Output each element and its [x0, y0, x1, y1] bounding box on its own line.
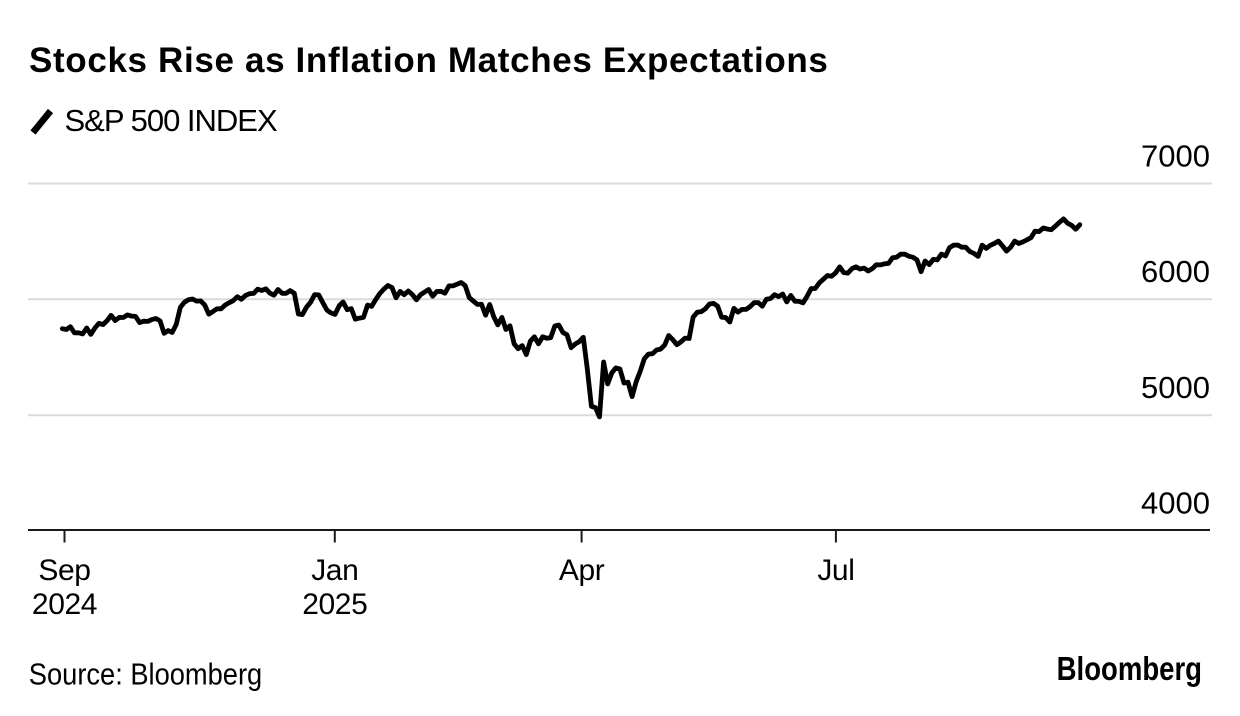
svg-text:Apr: Apr: [559, 554, 605, 587]
svg-text:Bloomberg: Bloomberg: [1057, 650, 1202, 687]
svg-text:Jul: Jul: [817, 554, 854, 587]
svg-text:6000: 6000: [1141, 254, 1210, 289]
svg-text:Source: Bloomberg: Source: Bloomberg: [29, 658, 262, 692]
svg-text:Stocks Rise as Inflation Match: Stocks Rise as Inflation Matches Expecta…: [29, 41, 829, 80]
svg-text:Sep: Sep: [38, 554, 90, 587]
svg-text:4000: 4000: [1141, 486, 1210, 521]
svg-text:Jan: Jan: [311, 554, 358, 587]
svg-text:2025: 2025: [302, 588, 367, 621]
svg-text:7000: 7000: [1141, 139, 1210, 174]
svg-text:5000: 5000: [1141, 370, 1210, 405]
svg-text:2024: 2024: [32, 588, 97, 621]
svg-text:S&P 500 INDEX: S&P 500 INDEX: [65, 103, 278, 138]
